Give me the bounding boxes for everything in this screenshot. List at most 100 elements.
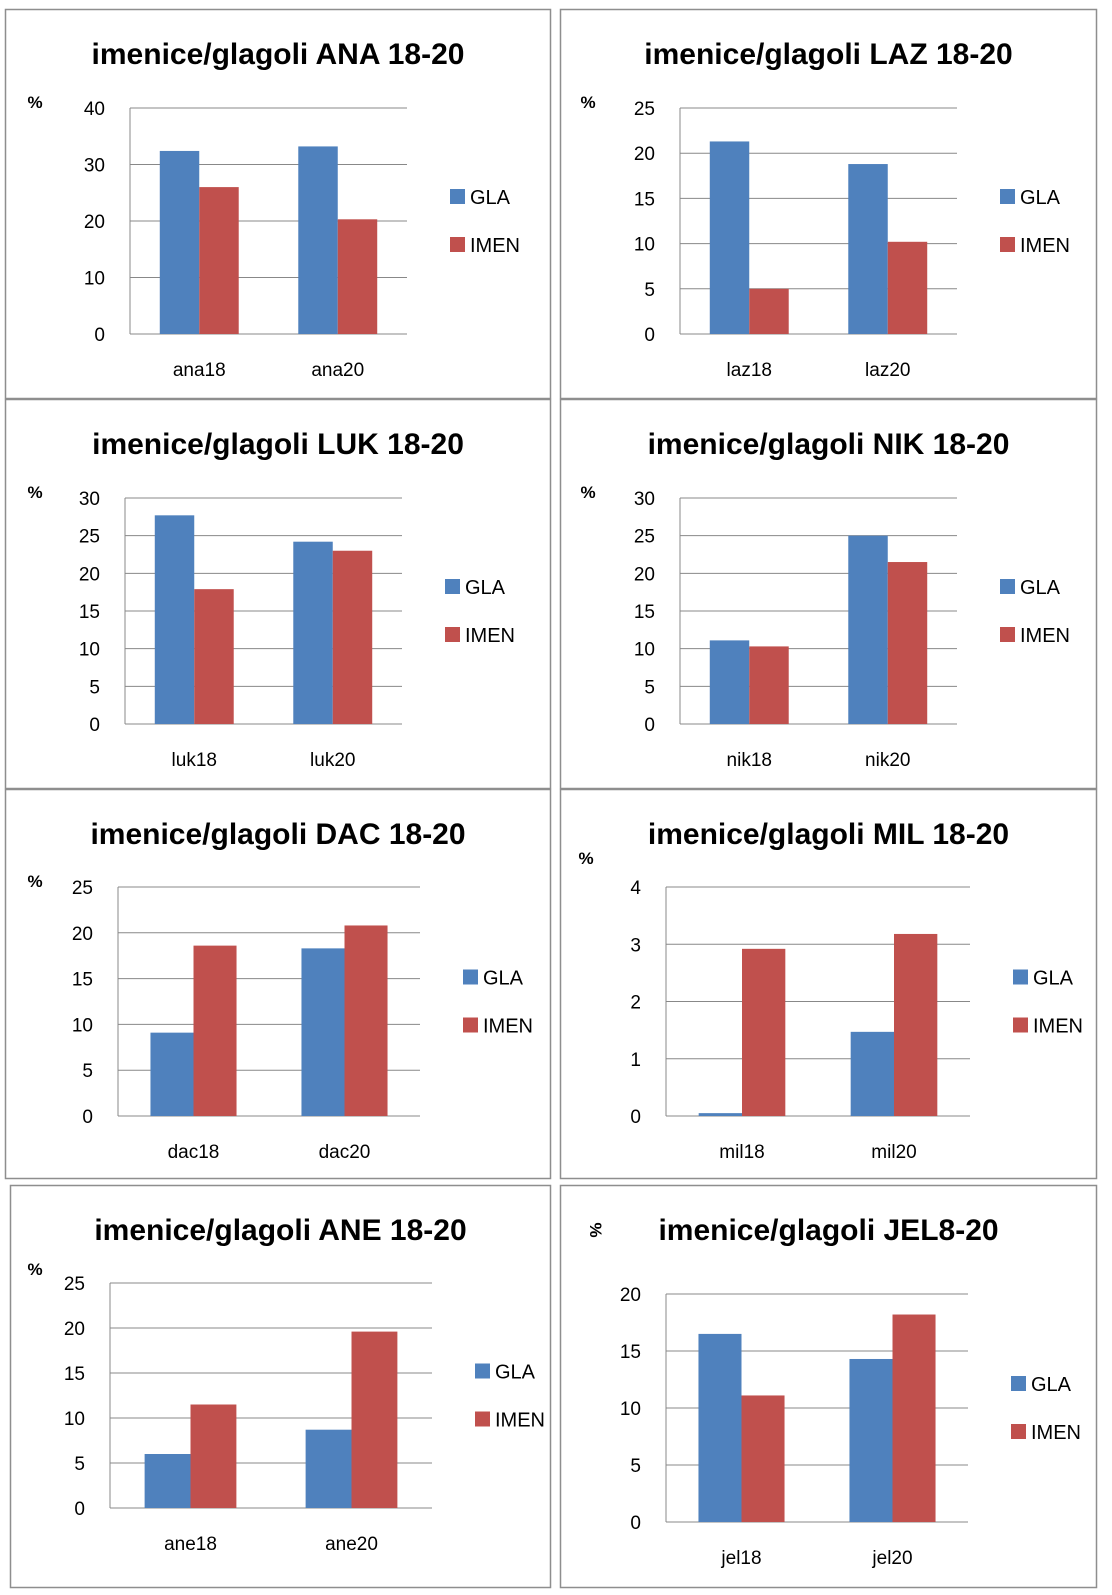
y-tick-label: 15 — [634, 189, 655, 210]
bar-imen-ana18 — [199, 187, 239, 334]
y-axis-label: % — [27, 872, 42, 891]
bar-gla-mil20 — [850, 1031, 894, 1116]
bar-gla-ana18 — [159, 150, 200, 334]
y-tick-label: 10 — [620, 1399, 641, 1420]
chart-title: imenice/glagoli MIL 18-20 — [648, 818, 1009, 851]
x-category-label: ane18 — [164, 1534, 217, 1555]
y-axis-label: % — [27, 483, 42, 502]
y-tick-label: 2 — [630, 993, 641, 1014]
legend-label: IMEN — [470, 235, 520, 257]
y-tick-label: 0 — [630, 1513, 641, 1534]
y-axis-label: % — [27, 93, 42, 112]
x-category-label: luk18 — [172, 750, 217, 771]
x-category-label: luk20 — [310, 750, 355, 771]
y-tick-label: 10 — [79, 640, 100, 661]
chart-title: imenice/glagoli JEL8-20 — [658, 1214, 998, 1247]
chart-panel: imenice/glagoli ANA 18-20% 0 10 20 30 40 ana18… — [4, 8, 552, 400]
legend-swatch-imen — [1013, 1017, 1028, 1033]
bar-imen-nik20 — [887, 562, 928, 724]
y-tick-label: 5 — [82, 1061, 93, 1082]
y-tick-label: 20 — [634, 564, 655, 585]
x-category-label: jel18 — [720, 1548, 761, 1569]
legend-swatch-imen — [450, 237, 465, 252]
bar-gla-luk18 — [154, 515, 195, 724]
y-tick-label: 30 — [79, 489, 100, 510]
y-tick-label: 20 — [79, 564, 100, 585]
bar-imen-ane18 — [190, 1404, 237, 1508]
chart-title: imenice/glagoli LUK 18-20 — [92, 428, 464, 461]
bar-gla-dac18 — [150, 1032, 194, 1116]
bar-gla-laz18 — [709, 141, 750, 334]
bar-imen-laz20 — [887, 241, 928, 334]
legend-swatch-gla — [450, 189, 465, 204]
y-tick-label: 0 — [74, 1499, 85, 1520]
chart-panel: imenice/glagoli DAC 18-20% 0 5 10 15 20 25 dac1… — [4, 788, 552, 1180]
chart-panel: imenice/glagoli MIL 18-20% 0 1 2 3 4 mil18 mil2… — [559, 788, 1098, 1180]
y-tick-label: 5 — [630, 1456, 641, 1477]
y-tick-label: 25 — [634, 527, 655, 548]
y-tick-label: 0 — [644, 715, 655, 736]
legend-label: GLA — [1020, 577, 1061, 599]
legend-label: GLA — [1031, 1374, 1072, 1396]
legend-label: GLA — [470, 187, 511, 209]
x-category-label: ana20 — [311, 360, 364, 381]
legend-swatch-gla — [475, 1363, 490, 1379]
chart-border — [9, 1184, 552, 1589]
legend-label: GLA — [1033, 968, 1074, 990]
y-tick-label: 20 — [84, 212, 105, 233]
bar-gla-jel18 — [698, 1333, 742, 1522]
legend-label: IMEN — [465, 625, 515, 647]
bar-imen-dac20 — [344, 925, 388, 1116]
chart-title: imenice/glagoli DAC 18-20 — [90, 818, 465, 851]
bar-imen-ana20 — [337, 219, 378, 334]
legend-swatch-imen — [1000, 237, 1015, 252]
y-tick-label: 30 — [634, 489, 655, 510]
y-axis-label: % — [578, 849, 593, 868]
y-tick-label: 20 — [72, 924, 93, 945]
x-category-label: jel20 — [871, 1548, 912, 1569]
y-tick-label: 25 — [634, 99, 655, 120]
legend-swatch-imen — [445, 627, 460, 642]
bar-imen-luk18 — [194, 589, 234, 724]
bar-gla-laz20 — [848, 164, 888, 334]
bar-imen-jel18 — [741, 1395, 785, 1522]
y-tick-label: 4 — [630, 878, 641, 899]
bar-imen-jel20 — [892, 1314, 936, 1522]
legend-label: IMEN — [495, 1410, 545, 1432]
legend-label: IMEN — [1020, 625, 1070, 647]
legend-swatch-gla — [463, 969, 478, 985]
x-category-label: dac18 — [168, 1142, 220, 1163]
x-category-label: laz20 — [865, 360, 910, 381]
legend-swatch-imen — [463, 1017, 478, 1033]
y-tick-label: 0 — [82, 1107, 93, 1128]
y-tick-label: 25 — [64, 1274, 85, 1295]
y-tick-label: 40 — [84, 99, 105, 120]
legend-label: IMEN — [483, 1016, 533, 1038]
bar-imen-ane20 — [351, 1331, 398, 1508]
legend-label: GLA — [465, 577, 506, 599]
y-tick-label: 10 — [634, 640, 655, 661]
y-tick-label: 10 — [64, 1409, 85, 1430]
y-tick-label: 15 — [634, 602, 655, 623]
chart-panel: imenice/glagoli LAZ 18-20% 0 5 10 15 20 25 laz1… — [559, 8, 1098, 400]
bar-gla-ana20 — [298, 146, 338, 334]
bar-gla-jel20 — [849, 1358, 893, 1522]
legend-swatch-gla — [445, 579, 460, 594]
x-category-label: laz18 — [727, 360, 772, 381]
y-tick-label: 0 — [630, 1107, 641, 1128]
legend-label: GLA — [495, 1362, 536, 1384]
y-tick-label: 0 — [89, 715, 100, 736]
bar-gla-nik20 — [848, 535, 888, 724]
bar-gla-mil18 — [698, 1113, 742, 1116]
y-tick-label: 10 — [634, 235, 655, 256]
chart-title: imenice/glagoli LAZ 18-20 — [644, 38, 1012, 71]
y-tick-label: 10 — [72, 1015, 93, 1036]
chart-border — [559, 788, 1098, 1180]
y-axis-label: % — [580, 483, 595, 502]
bar-imen-luk20 — [332, 550, 373, 724]
y-axis-label: % — [586, 1222, 605, 1237]
y-tick-label: 5 — [89, 677, 100, 698]
y-tick-label: 15 — [79, 602, 100, 623]
x-category-label: ane20 — [325, 1534, 378, 1555]
